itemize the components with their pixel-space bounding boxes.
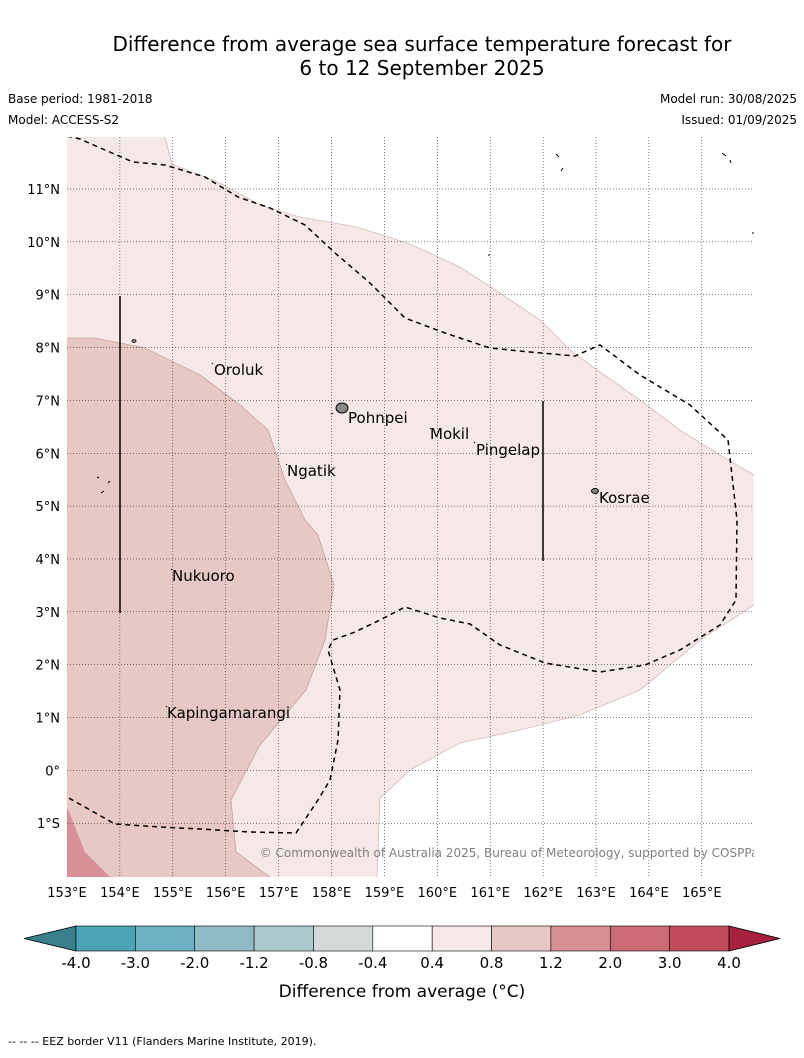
model-run-text: Model run: 30/08/2025 [659,92,797,106]
longitude-tick-label: 160°E [418,886,458,901]
copyright-text: © Commonwealth of Australia 2025, Bureau… [260,846,765,860]
sst-anomaly-map: © Commonwealth of Australia 2025, Bureau… [67,137,765,877]
colorbar-tick-label: -0.8 [299,954,328,972]
latitude-tick-label: 0° [45,764,60,779]
latitude-tick-label: 3°N [36,606,61,621]
colorbar-band [609,925,670,952]
longitude-tick-label: 163°E [576,886,616,901]
map-gridlines [67,137,754,877]
longitude-tick-label: 156°E [206,886,246,901]
longitude-tick-labels: 153°E 154°E 155°E 156°E 157°E 158°E 159°E 160°E… [47,886,721,901]
place-label-oroluk: Oroluk [214,361,263,379]
colorbar-band [431,925,492,952]
colorbar-band [313,925,374,952]
colorbar-band [194,925,255,952]
colorbar-band [669,925,730,952]
islet [131,339,137,343]
colorbar-tick-label: 4.0 [717,954,741,972]
latitude-tick-label: 2°N [36,659,61,674]
longitude-tick-label: 155°E [153,886,193,901]
colorbar-tick-label: 1.2 [539,954,563,972]
colorbar-tick-labels: -4.0 -3.0 -2.0 -1.2 -0.8 -0.4 0.4 0.8 1.2 2.0 3.0 4… [61,954,741,972]
strong-warm-anomaly-region [67,807,110,877]
latitude-tick-label: 4°N [36,553,61,568]
colorbar-label: Difference from average (°C) [279,982,526,1002]
small-islets [96,152,754,494]
colorbar-band [135,925,196,952]
eez-footnote: -- -- -- EEZ border V11 (Flanders Marine… [8,1035,317,1048]
contour-edge-south [376,604,754,877]
warm-anomaly-region [67,338,334,877]
place-label-nukuoro: Nukuoro [172,567,235,585]
contour-edge-warm [67,337,335,877]
colorbar-tick-label: 2.0 [598,954,622,972]
pohnpei-island [335,402,349,414]
longitude-tick-label: 158°E [312,886,352,901]
place-label-pingelap: Pingelap [476,441,540,459]
model-text: Model: ACCESS-S2 [8,113,120,127]
longitude-tick-label: 159°E [365,886,405,901]
latitude-tick-label: 6°N [36,447,61,462]
near-average-region-south [377,605,754,877]
colorbar-tick-label: 3.0 [658,954,682,972]
latitude-tick-label: 10°N [27,236,60,251]
kosrae-island [591,488,599,494]
colorbar-band [75,925,136,952]
colorbar-band [253,925,314,952]
colorbar-extend-high [728,925,781,952]
longitude-tick-label: 164°E [629,886,669,901]
longitude-tick-label: 165°E [682,886,722,901]
latitude-tick-label: 11°N [27,183,60,198]
latitude-tick-label: 1°S [37,817,60,832]
latitude-tick-labels: 11°N 10°N 9°N 8°N 7°N 6°N 5°N 4°N 3°N 2°N 1°N 0° 1°S [27,183,60,832]
latitude-tick-label: 7°N [36,394,61,409]
issued-text: Issued: 01/09/2025 [681,113,797,127]
colorbar-tick-label: 0.4 [420,954,444,972]
colorbar [23,925,781,952]
place-label-ngatik: Ngatik [287,462,336,480]
colorbar-tick-label: -1.2 [239,954,268,972]
latitude-tick-label: 1°N [36,712,61,727]
title-line-1: Difference from average sea surface temp… [112,32,732,56]
place-label-pohnpei: Pohnpei [348,409,408,427]
longitude-tick-label: 157°E [259,886,299,901]
colorbar-tick-label: -2.0 [180,954,209,972]
colorbar-tick-label: -0.4 [358,954,387,972]
atoll-markers [165,362,476,708]
map-title: Difference from average sea surface temp… [40,32,804,80]
colorbar-band [550,925,611,952]
longitude-tick-label: 154°E [100,886,140,901]
longitude-tick-label: 162°E [523,886,563,901]
eez-border [67,137,738,834]
near-average-region-north [67,137,754,475]
title-line-2: 6 to 12 September 2025 [299,56,545,80]
colorbar-tick-label: -3.0 [121,954,150,972]
colorbar-band [491,925,552,952]
place-label-mokil: Mokil [430,425,469,443]
colorbar-tick-label: -4.0 [61,954,90,972]
colorbar-extend-low [23,925,77,952]
latitude-tick-label: 9°N [36,289,61,304]
place-label-kapingamarangi: Kapingamarangi [167,704,290,722]
longitude-tick-label: 161°E [470,886,510,901]
longitude-tick-label: 153°E [47,886,87,901]
place-label-kosrae: Kosrae [599,489,650,507]
colorbar-tick-label: 0.8 [480,954,504,972]
base-period-text: Base period: 1981-2018 [8,92,153,106]
colorbar-band [372,925,433,952]
latitude-tick-label: 5°N [36,500,61,515]
latitude-tick-label: 8°N [36,342,61,357]
contour-edge-north [164,137,754,476]
